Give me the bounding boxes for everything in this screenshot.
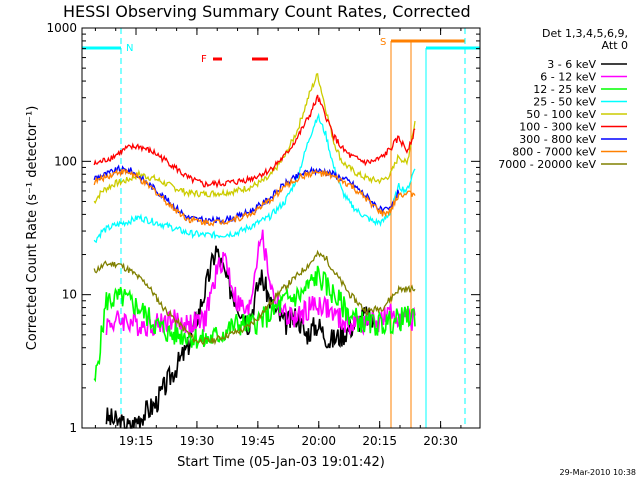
S-flag-label: S xyxy=(380,37,386,48)
y-tick-label: 1000 xyxy=(46,21,77,35)
legend-label: 300 - 800 keV xyxy=(519,133,596,146)
y-tick-label: 100 xyxy=(54,154,77,168)
F-flag-label: F xyxy=(201,54,207,65)
x-axis-label: Start Time (05-Jan-03 19:01:42) xyxy=(177,455,385,470)
chart-title: HESSI Observing Summary Count Rates, Cor… xyxy=(63,2,471,21)
timestamp: 29-Mar-2010 10:38 xyxy=(560,468,637,477)
y-tick-label: 10 xyxy=(62,288,77,302)
x-tick-label: 20:30 xyxy=(423,434,458,448)
legend-title: Det 1,3,4,5,6,9, xyxy=(542,27,628,40)
series-line xyxy=(93,265,416,383)
x-tick-label: 19:45 xyxy=(241,434,276,448)
series-line xyxy=(93,249,416,346)
x-tick-label: 19:15 xyxy=(119,434,154,448)
legend-label: 12 - 25 keV xyxy=(533,83,596,96)
series-lines xyxy=(93,72,416,429)
observing-flags: N F S xyxy=(82,28,480,428)
legend-label: 50 - 100 keV xyxy=(526,108,596,121)
legend-label: 7000 - 20000 keV xyxy=(498,158,596,171)
legend-label: 3 - 6 keV xyxy=(547,58,596,71)
y-axis: 1 10 100 1000 xyxy=(46,21,480,435)
legend-label: 25 - 50 keV xyxy=(533,96,596,109)
legend-label: 800 - 7000 keV xyxy=(512,146,596,159)
legend-label: 100 - 300 keV xyxy=(519,121,596,134)
series-line xyxy=(93,168,416,227)
y-tick-label: 1 xyxy=(69,421,77,435)
series-line xyxy=(93,72,416,205)
legend-label: 6 - 12 keV xyxy=(540,71,596,84)
x-tick-label: 20:00 xyxy=(301,434,336,448)
legend-title: Att 0 xyxy=(602,39,628,52)
series-line xyxy=(105,245,376,429)
y-axis-label: Corrected Count Rate (s⁻¹ detector⁻¹) xyxy=(25,106,40,351)
x-tick-label: 19:30 xyxy=(180,434,215,448)
series-line xyxy=(93,112,416,244)
x-tick-label: 20:15 xyxy=(362,434,397,448)
x-axis: 19:15 19:30 19:45 20:00 20:15 20:30 xyxy=(94,28,462,448)
series-line xyxy=(93,94,416,189)
plot-frame xyxy=(81,27,481,429)
N-flag-label: N xyxy=(126,43,133,54)
